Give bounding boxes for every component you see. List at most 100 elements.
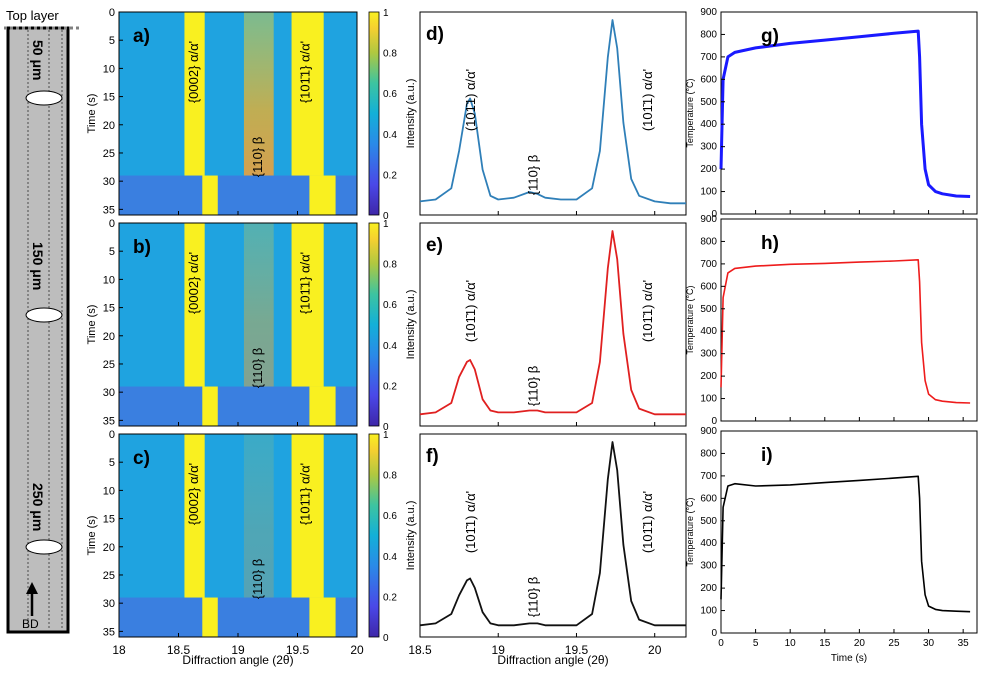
bd-label: BD [22, 617, 39, 631]
heatmap-ytick-label: 0 [109, 429, 115, 441]
peak-label: {110} β [250, 559, 265, 600]
heatmap-xtick-label: 20 [350, 643, 364, 657]
profile-series-line [419, 230, 686, 416]
peak-annotation: (101̄1) α/α' [463, 69, 478, 131]
colorbar-tick-label: 0.2 [383, 170, 397, 181]
heatmap-xtick-label: 19.5 [286, 643, 310, 657]
peak-label: {0002} α/α' [186, 252, 201, 314]
temperature-ytick-label: 700 [700, 52, 717, 63]
heatmap-ytick-label: 35 [103, 415, 115, 427]
heatmap-ytick-label: 15 [103, 514, 115, 526]
heatmap-band-0002 [184, 223, 205, 387]
temperature-ylabel: Temperature (°C) [685, 497, 695, 566]
temperature-ytick-label: 300 [700, 349, 717, 360]
temperature-ytick-label: 400 [700, 119, 717, 130]
temperature-ytick-label: 600 [700, 493, 717, 504]
profile-series-line [419, 441, 686, 627]
colorbar-tick-label: 0.8 [383, 471, 397, 482]
heatmap-band-0002-cooled [202, 597, 218, 637]
profile-ylabel: Intensity (a.u.) [405, 290, 417, 360]
panel-tag: a) [133, 26, 150, 47]
temperature-ytick-label: 500 [700, 97, 717, 108]
temperature-series-line [720, 258, 971, 404]
temperature-ytick-label: 100 [700, 606, 717, 617]
temperature-ytick-label: 300 [700, 142, 717, 153]
heatmap-ytick-label: 30 [103, 387, 115, 399]
heatmap-band-beta [243, 434, 274, 598]
temperature-ytick-label: 900 [700, 214, 717, 225]
temperature-ytick-label: 200 [700, 583, 717, 594]
colorbar-tick-label: 1 [383, 430, 389, 441]
heatmap-xtick-label: 18 [112, 643, 126, 657]
temperature-series-line [720, 475, 971, 613]
temperature-xtick-label: 10 [785, 638, 797, 649]
peak-annotation: (101̄1) α/α' [463, 491, 478, 553]
temperature-xlabel: Time (s) [831, 653, 867, 664]
temperature-ytick-label: 100 [700, 187, 717, 198]
peak-label: {110} β [250, 348, 265, 389]
colorbar-tick-label: 1 [383, 8, 389, 19]
depth-label-250: 250 μm [30, 483, 46, 531]
peak-label: {110} β [250, 137, 265, 178]
beam-spot-250 [25, 539, 63, 555]
temperature-xtick-label: 25 [888, 638, 900, 649]
colorbar [368, 433, 380, 638]
temperature-ytick-label: 400 [700, 538, 717, 549]
heatmap-ytick-label: 25 [103, 570, 115, 582]
temperature-series-line [719, 29, 971, 198]
temperature-ytick-label: 200 [700, 164, 717, 175]
heatmap-band-0002 [184, 434, 205, 598]
beam-spot-150 [25, 307, 63, 323]
profile-series-line [419, 19, 686, 205]
heatmap-ytick-label: 0 [109, 7, 115, 19]
heatmap-ytick-label: 10 [103, 274, 115, 286]
colorbar-tick-label: 0.6 [383, 89, 397, 100]
peak-annotation: (101̄1) α/α' [463, 280, 478, 342]
heatmap-band-beta [243, 223, 274, 387]
temperature-xtick-label: 0 [718, 638, 724, 649]
temperature-ytick-label: 0 [711, 209, 717, 220]
temperature-ytick-label: 0 [711, 416, 717, 427]
profile-xlabel: Diffraction angle (2θ) [497, 653, 608, 667]
temperature-frame [720, 218, 978, 422]
heatmap-ytick-label: 35 [103, 626, 115, 638]
colorbar-tick-label: 0 [383, 633, 389, 644]
heatmap-ytick-label: 15 [103, 303, 115, 315]
profile-panel-3: 18.5 19 19.5 20 Intensity (a.u.) Diffraction … [405, 433, 687, 667]
heatmap-ytick-label: 10 [103, 485, 115, 497]
heatmap-band-0002-cooled [202, 175, 218, 215]
temperature-xtick-label: 35 [958, 638, 970, 649]
heatmap-ytick-label: 30 [103, 598, 115, 610]
temperature-ytick-label: 900 [700, 426, 717, 437]
heatmap-ytick-label: 30 [103, 176, 115, 188]
profile-xtick-label: 19.5 [565, 643, 589, 657]
temperature-ytick-label: 700 [700, 259, 717, 270]
heatmap-xlabel: Diffraction angle (2θ) [182, 653, 293, 667]
peak-annotation: (101̄1) α/α' [640, 280, 655, 342]
colorbar [368, 222, 380, 427]
top-layer-label: Top layer [6, 8, 59, 23]
diffraction-profile-panels: Intensity (a.u.) d) (101̄1) α/α' {110} β (10… [405, 11, 687, 667]
peak-annotation: (101̄1) α/α' [640, 69, 655, 131]
heatmap-ytick-label: 20 [103, 331, 115, 343]
heatmap-band-1011-cooled [309, 175, 336, 215]
heatmap-ytick-label: 15 [103, 92, 115, 104]
temperature-panel-3: 0 100 200 300 400 500 600 700 800 900 0 5 10 15 20 25 30… [685, 426, 978, 664]
temperature-panel-2: 0 100 200 300 400 500 600 700 800 900 Temperature … [685, 214, 978, 427]
temperature-panel-1: 0 100 200 300 400 500 600 700 800 900 Temperature … [685, 7, 978, 220]
temperature-ylabel: Temperature (°C) [685, 78, 695, 147]
heatmap-band-1011 [291, 12, 324, 176]
sample-bar [6, 26, 70, 634]
heatmap-band-0002-cooled [202, 386, 218, 426]
temperature-ytick-label: 500 [700, 304, 717, 315]
colorbar-tick-label: 0.4 [383, 341, 397, 352]
panel-tag: g) [761, 26, 779, 47]
colorbar-tick-label: 0.8 [383, 49, 397, 60]
heatmap-ylabel: Time (s) [86, 305, 98, 345]
peak-annotation: (101̄1) α/α' [640, 491, 655, 553]
heatmap-ytick-label: 10 [103, 63, 115, 75]
colorbar-tick-label: 0 [383, 211, 389, 222]
